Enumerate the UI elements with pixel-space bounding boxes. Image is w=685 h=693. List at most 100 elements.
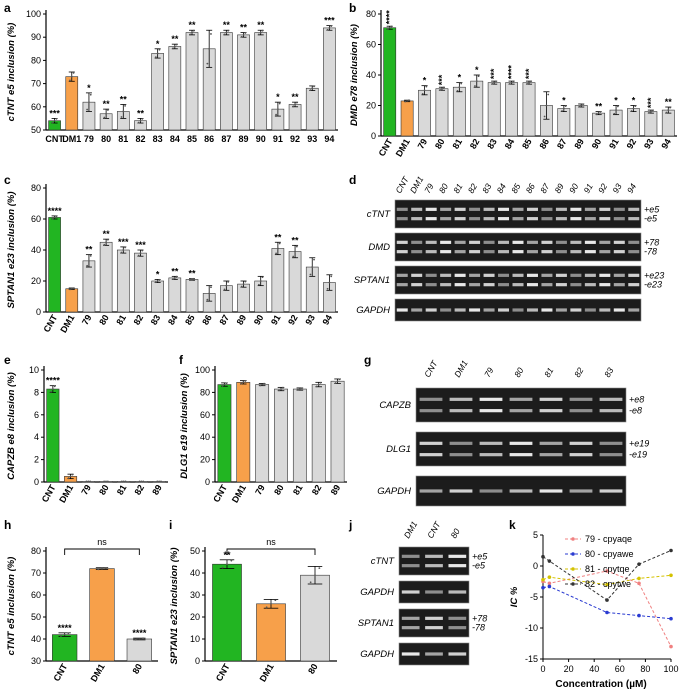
replicate-dot-a-93 bbox=[309, 89, 312, 91]
gel-band-d bbox=[425, 240, 437, 244]
gel-band-d bbox=[425, 308, 437, 312]
panel-label-b: b bbox=[349, 1, 356, 15]
significance-c-82: *** bbox=[135, 240, 146, 250]
gel-band-g bbox=[509, 489, 533, 493]
bar-f-CNT bbox=[217, 384, 232, 483]
gene-label-d-DMD: DMD bbox=[368, 242, 390, 253]
significance-a-CNT: *** bbox=[49, 108, 60, 118]
gel-band-d bbox=[584, 273, 596, 277]
bar-i-DM1 bbox=[256, 603, 286, 662]
gel-band-d bbox=[570, 240, 582, 244]
lane-label-d: 87 bbox=[538, 182, 552, 195]
bar-b-79 bbox=[418, 89, 431, 137]
replicate-dot-b-DM1 bbox=[408, 99, 410, 102]
replicate-dot-i-DM1 bbox=[270, 602, 272, 605]
replicate-dot-c-79 bbox=[86, 264, 89, 267]
replicate-dot-c-87 bbox=[225, 284, 228, 287]
y-tick-label-c: 20 bbox=[31, 276, 41, 286]
x-tick-label-h-80: 80 bbox=[130, 662, 144, 676]
lane-label-d: 80 bbox=[437, 182, 451, 195]
replicate-dot-f-82 bbox=[315, 385, 318, 388]
replicate-dot-h-DM1 bbox=[104, 566, 107, 569]
band-label-d: -78 bbox=[644, 247, 657, 257]
lane-label-d: 91 bbox=[581, 182, 595, 195]
replicate-dot-c-CNT bbox=[55, 215, 58, 218]
replicate-dot-b-86 bbox=[545, 104, 548, 107]
x-tick-label-c-82: 82 bbox=[132, 313, 146, 327]
bar-f-89 bbox=[330, 380, 345, 483]
gel-band-d bbox=[454, 283, 466, 287]
gel-band-d bbox=[599, 217, 611, 221]
replicate-dot-b-DM1 bbox=[406, 100, 409, 102]
gel-band-d bbox=[396, 283, 408, 287]
bar-c-91 bbox=[271, 248, 285, 313]
replicate-dot-b-93 bbox=[649, 110, 652, 113]
bar-b-83 bbox=[487, 82, 501, 137]
series-point-3 bbox=[547, 559, 552, 563]
series-point-1 bbox=[541, 585, 545, 590]
gel-band-d bbox=[570, 283, 582, 287]
replicate-dot-i-80 bbox=[309, 581, 312, 584]
y-tick-label-a: 60 bbox=[31, 102, 41, 112]
replicate-dot-c-89 bbox=[242, 283, 245, 285]
bar-b-85 bbox=[522, 82, 536, 137]
replicate-dot-h-CNT bbox=[67, 632, 70, 635]
gel-band-d bbox=[454, 273, 466, 277]
band-label-d: +e23 bbox=[644, 270, 664, 280]
band-label-j: +78 bbox=[472, 613, 487, 623]
significance-b-92: * bbox=[632, 96, 636, 106]
gel-band-d bbox=[411, 207, 423, 211]
significance-b-82: * bbox=[475, 65, 479, 75]
replicate-dot-f-CNT bbox=[225, 382, 228, 385]
replicate-dot-f-80 bbox=[282, 386, 284, 389]
replicate-dot-b-80 bbox=[439, 89, 442, 91]
x-tick-label-b-80: 80 bbox=[433, 137, 447, 151]
x-tick-label-i-CNT: CNT bbox=[214, 662, 232, 683]
gel-band-g bbox=[599, 397, 623, 401]
band-label-d: +78 bbox=[644, 237, 659, 247]
replicate-dot-b-80 bbox=[441, 87, 443, 90]
gel-panel-j: j DM1 CNT 80 cTNT +e5-e5 GAPDH SPTAN1 +78-78 GAPD… bbox=[348, 518, 488, 666]
gel-band-g bbox=[539, 441, 563, 445]
gel-band-g bbox=[479, 409, 503, 413]
bar-a-92 bbox=[288, 104, 302, 131]
replicate-dot-a-91 bbox=[276, 108, 279, 111]
replicate-dot-e-79 bbox=[85, 480, 88, 483]
replicate-dot-a-85 bbox=[189, 33, 192, 36]
replicate-dot-b-89 bbox=[582, 103, 584, 106]
panel-label-i: i bbox=[169, 518, 172, 532]
lane-label-d: 90 bbox=[567, 182, 581, 195]
gel-band-d bbox=[483, 283, 495, 287]
gel-strip-d-SPTAN1 bbox=[394, 265, 642, 295]
comparison-label-h: ns bbox=[97, 537, 107, 547]
significance-a-87: ** bbox=[223, 20, 231, 30]
replicate-dot-a-81 bbox=[124, 104, 126, 107]
gel-band-d bbox=[440, 250, 452, 254]
significance-b-83: *** bbox=[489, 68, 499, 79]
y-tick-label-b: 40 bbox=[366, 70, 376, 80]
gene-label-g-DLG1: DLG1 bbox=[386, 444, 411, 455]
significance-b-CNT: **** bbox=[385, 10, 395, 25]
series-point-0 bbox=[637, 581, 641, 586]
x-tick-label-a-92: 92 bbox=[290, 134, 300, 144]
chart-panel-e: e CAPZB e8 inclusion (%) 0 2 4 6 8 10 **** CNT DM1… bbox=[4, 353, 168, 504]
y-tick-label-h: 60 bbox=[31, 590, 41, 600]
replicate-dot-c-80 bbox=[105, 241, 108, 244]
bar-b-80 bbox=[435, 88, 449, 137]
gel-band-d bbox=[454, 217, 466, 221]
x-tick-label-i-DM1: DM1 bbox=[258, 662, 276, 683]
x-tick-label-k: 0 bbox=[540, 664, 545, 674]
bar-f-82 bbox=[311, 384, 326, 483]
replicate-dot-b-85 bbox=[526, 82, 529, 85]
gel-band-d bbox=[613, 308, 625, 312]
replicate-dot-b-DM1 bbox=[404, 100, 407, 103]
gel-band-d bbox=[512, 250, 524, 254]
significance-a-79: * bbox=[87, 83, 91, 93]
y-tick-label-h: 80 bbox=[31, 546, 41, 556]
lane-label-d: 92 bbox=[596, 182, 610, 195]
legend-label-1: 80 - cpyawe bbox=[585, 549, 634, 559]
replicate-dot-e-89 bbox=[160, 480, 162, 483]
replicate-dot-h-80 bbox=[134, 638, 137, 641]
bar-c-92 bbox=[288, 251, 302, 313]
